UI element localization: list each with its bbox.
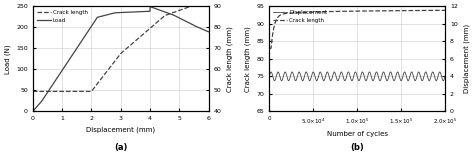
- Displacement: [406, 79, 412, 81]
- Load: [147, 6, 153, 8]
- Line: Crack length: Crack length: [269, 10, 445, 48]
- Y-axis label: Load (N): Load (N): [4, 44, 11, 74]
- Crack length: [61, 90, 67, 92]
- Crack length: [109, 63, 115, 65]
- Load: [109, 12, 115, 14]
- Crack length: [147, 27, 153, 29]
- Displacement: [371, 80, 376, 81]
- Y-axis label: Displacement (mm): Displacement (mm): [463, 24, 470, 93]
- Load: [134, 11, 139, 13]
- Crack length: [397, 10, 402, 12]
- Load: [163, 11, 168, 13]
- Displacement: [440, 80, 446, 82]
- Crack length: [206, 2, 211, 4]
- Line: Crack length: Crack length: [33, 3, 209, 91]
- Crack length: [378, 10, 384, 12]
- Line: Load: Load: [33, 7, 209, 111]
- Crack length: [162, 14, 168, 16]
- Displacement: [268, 71, 274, 73]
- Load: [61, 67, 67, 69]
- Load: [30, 110, 36, 112]
- Legend: Crack length, Load: Crack length, Load: [36, 9, 89, 24]
- Crack length: [330, 11, 336, 12]
- Load: [206, 31, 211, 33]
- Crack length: [30, 90, 36, 92]
- Y-axis label: Crack length (mm): Crack length (mm): [245, 26, 251, 92]
- Crack length: [75, 90, 81, 92]
- Crack length: [406, 10, 412, 12]
- Displacement: [266, 75, 272, 77]
- Crack length: [266, 47, 272, 49]
- Crack length: [134, 39, 139, 41]
- Line: Displacement: Displacement: [269, 72, 445, 81]
- Load: [75, 45, 81, 47]
- Text: (a): (a): [114, 143, 128, 152]
- Load: [147, 6, 153, 8]
- Crack length: [275, 16, 281, 18]
- Displacement: [397, 76, 402, 78]
- Crack length: [442, 9, 448, 11]
- Legend: Displacement, Crack length: Displacement, Crack length: [272, 9, 328, 24]
- Displacement: [275, 71, 281, 73]
- X-axis label: Number of cycles: Number of cycles: [327, 131, 388, 137]
- Y-axis label: Crack length (mm): Crack length (mm): [227, 26, 233, 92]
- Displacement: [378, 78, 384, 80]
- X-axis label: Displacement (mm): Displacement (mm): [86, 127, 155, 133]
- Text: (b): (b): [350, 143, 364, 152]
- Displacement: [442, 75, 448, 77]
- Crack length: [371, 10, 376, 12]
- Displacement: [330, 74, 336, 76]
